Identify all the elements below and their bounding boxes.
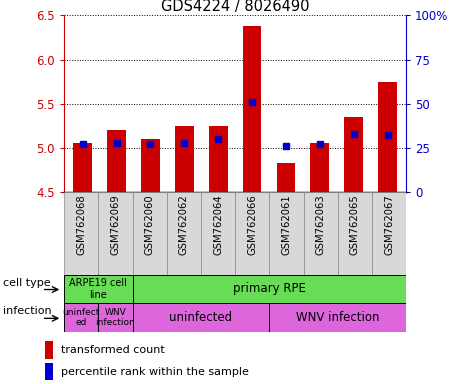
FancyBboxPatch shape bbox=[98, 192, 133, 275]
Bar bbox=[64, 303, 98, 332]
Text: GSM762069: GSM762069 bbox=[110, 194, 121, 255]
Bar bbox=[311, 144, 329, 192]
Bar bbox=[209, 126, 228, 192]
FancyBboxPatch shape bbox=[64, 192, 98, 275]
Text: GSM762068: GSM762068 bbox=[76, 194, 86, 255]
Text: GSM762066: GSM762066 bbox=[247, 194, 257, 255]
FancyBboxPatch shape bbox=[338, 192, 372, 275]
Bar bbox=[45, 363, 53, 380]
Text: uninfect
ed: uninfect ed bbox=[63, 308, 100, 328]
Text: GSM762063: GSM762063 bbox=[315, 194, 326, 255]
Bar bbox=[74, 144, 92, 192]
Text: GSM762067: GSM762067 bbox=[384, 194, 394, 255]
Text: ARPE19 cell
line: ARPE19 cell line bbox=[69, 278, 127, 300]
Text: WNV
infection: WNV infection bbox=[95, 308, 135, 328]
Bar bbox=[141, 139, 160, 192]
Text: transformed count: transformed count bbox=[61, 345, 165, 355]
Text: cell type: cell type bbox=[2, 278, 50, 288]
Text: GSM762060: GSM762060 bbox=[144, 194, 155, 255]
FancyBboxPatch shape bbox=[269, 192, 304, 275]
Text: primary RPE: primary RPE bbox=[233, 283, 306, 295]
FancyBboxPatch shape bbox=[133, 192, 167, 275]
Text: uninfected: uninfected bbox=[170, 311, 232, 324]
Text: GSM762062: GSM762062 bbox=[179, 194, 189, 255]
Text: GSM762061: GSM762061 bbox=[281, 194, 292, 255]
Text: WNV infection: WNV infection bbox=[296, 311, 380, 324]
Bar bbox=[243, 26, 261, 192]
Bar bbox=[344, 117, 363, 192]
Bar bbox=[175, 126, 194, 192]
FancyBboxPatch shape bbox=[235, 192, 269, 275]
Bar bbox=[45, 341, 53, 359]
Text: GSM762064: GSM762064 bbox=[213, 194, 223, 255]
FancyBboxPatch shape bbox=[372, 192, 406, 275]
Text: GSM762065: GSM762065 bbox=[350, 194, 360, 255]
Bar bbox=[64, 275, 133, 303]
Bar bbox=[107, 130, 126, 192]
Bar bbox=[269, 303, 406, 332]
Text: infection: infection bbox=[2, 306, 51, 316]
Bar bbox=[276, 163, 295, 192]
Title: GDS4224 / 8026490: GDS4224 / 8026490 bbox=[161, 0, 309, 14]
Bar bbox=[133, 303, 269, 332]
FancyBboxPatch shape bbox=[304, 192, 338, 275]
Text: percentile rank within the sample: percentile rank within the sample bbox=[61, 367, 249, 377]
FancyBboxPatch shape bbox=[167, 192, 201, 275]
Bar bbox=[378, 82, 397, 192]
Bar bbox=[98, 303, 133, 332]
FancyBboxPatch shape bbox=[201, 192, 235, 275]
Bar bbox=[133, 275, 406, 303]
